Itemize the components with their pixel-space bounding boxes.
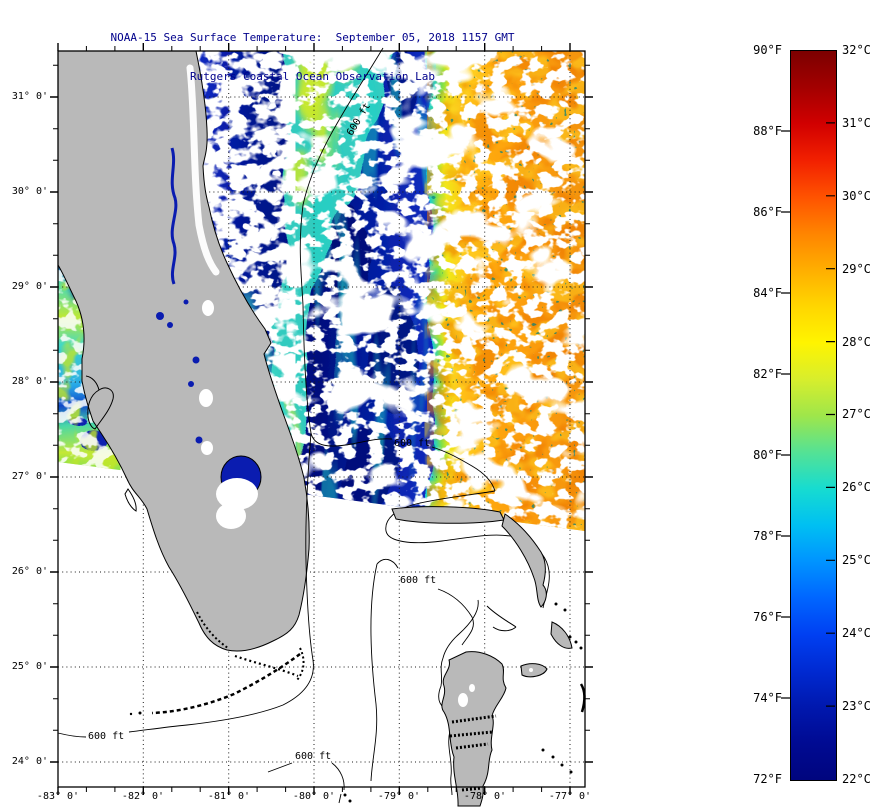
colorbar-c-label: 22°C	[842, 772, 871, 786]
charlotte-harbor	[124, 488, 137, 512]
lon-tick-label: -79° 0'	[377, 791, 421, 802]
lat-tick-label: 31° 0'	[11, 91, 48, 102]
colorbar-c-label: 25°C	[842, 553, 871, 567]
berry-islands	[550, 621, 573, 649]
colorbar-f-label: 88°F	[753, 124, 782, 138]
colorbar-c-label: 27°C	[842, 407, 871, 421]
lon-tick-label: -78° 0'	[463, 791, 507, 802]
lon-tick-label: -77° 0'	[548, 791, 592, 802]
grand-bahama	[391, 506, 505, 524]
colorbar-c-label: 26°C	[842, 480, 871, 494]
colorbar-c-label: 29°C	[842, 262, 871, 276]
tampa-bay	[85, 375, 114, 430]
colorbar-gradient	[790, 50, 837, 781]
colorbar-c-label: 28°C	[842, 335, 871, 349]
colorbar-c-label: 24°C	[842, 626, 871, 640]
bahamas-islands	[343, 506, 586, 807]
lat-tick-label: 25° 0'	[11, 661, 48, 672]
map-frame-ticks	[50, 43, 593, 795]
colorbar-f-label: 76°F	[753, 610, 782, 624]
lon-tick-label: -80° 0'	[292, 791, 336, 802]
colorbar-f-label: 90°F	[753, 43, 782, 57]
lon-tick-label: -82° 0'	[121, 791, 165, 802]
abaco	[501, 513, 547, 608]
lat-tick-label: 30° 0'	[11, 186, 48, 197]
lon-tick-label: -83° 0'	[36, 791, 80, 802]
colorbar-f-label: 82°F	[753, 367, 782, 381]
figure-title: NOAA-15 Sea Surface Temperature: Septemb…	[0, 5, 625, 109]
title-line-1: NOAA-15 Sea Surface Temperature: Septemb…	[110, 31, 515, 44]
colorbar-f-label: 84°F	[753, 286, 782, 300]
depth-contour-label: 600 ft	[88, 731, 125, 742]
st-johns-river	[170, 147, 178, 285]
title-line-2: Rutgers Coastal Ocean Observation Lab	[189, 70, 436, 83]
graticule-grid	[58, 51, 585, 787]
florida-keys	[151, 652, 301, 715]
colorbar-f-label: 78°F	[753, 529, 782, 543]
colorbar-f-label: 72°F	[753, 772, 782, 786]
colorbar-c-label: 30°C	[842, 189, 871, 203]
depth-contours	[57, 47, 550, 804]
lat-tick-label: 29° 0'	[11, 281, 48, 292]
colorbar-f-label: 80°F	[753, 448, 782, 462]
lake-okeechobee	[220, 455, 262, 499]
lat-tick-label: 24° 0'	[11, 756, 48, 767]
lon-tick-label: -81° 0'	[207, 791, 251, 802]
colorbar-c-label: 32°C	[842, 43, 871, 57]
eleuthera	[579, 683, 586, 713]
lat-tick-label: 27° 0'	[11, 471, 48, 482]
depth-contour-label: 600 ft	[295, 751, 332, 762]
colorbar-f-label: 74°F	[753, 691, 782, 705]
depth-contour-label: 600 ft	[400, 575, 437, 586]
colorbar-c-label: 31°C	[842, 116, 871, 130]
colorbar-f-label: 86°F	[753, 205, 782, 219]
florida-land	[57, 50, 310, 716]
andros	[441, 651, 507, 807]
lat-tick-label: 26° 0'	[11, 566, 48, 577]
new-providence	[520, 663, 548, 678]
lat-tick-label: 28° 0'	[11, 376, 48, 387]
depth-contour-label: 600 ft	[394, 438, 431, 449]
colorbar-c-label: 23°C	[842, 699, 871, 713]
